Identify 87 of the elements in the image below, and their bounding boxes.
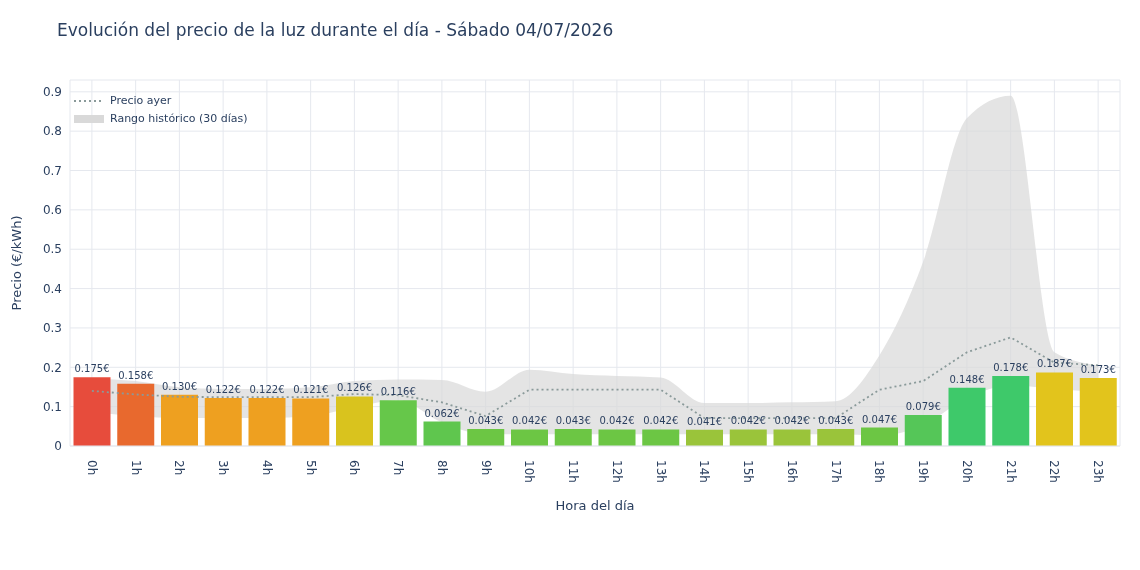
y-tick-label: 0.4: [42, 281, 62, 296]
data-label: 0.043€: [555, 415, 591, 427]
bar: [948, 387, 986, 446]
x-tick-label: 1h: [128, 460, 143, 476]
data-label: 0.042€: [512, 415, 547, 427]
data-label: 0.079€: [905, 400, 941, 412]
y-tick-label: 0.7: [42, 163, 62, 178]
x-tick-label: 2h: [172, 460, 187, 476]
bar: [642, 429, 680, 446]
legend-label: Precio ayer: [110, 93, 172, 109]
data-label: 0.116€: [380, 386, 416, 398]
x-tick-label: 8h: [434, 460, 449, 476]
bar: [423, 421, 461, 446]
data-label: 0.043€: [818, 415, 854, 427]
legend-label: Rango histórico (30 días): [110, 111, 248, 127]
bar: [773, 429, 811, 446]
y-tick-label: 0.2: [42, 360, 62, 375]
data-label: 0.126€: [337, 382, 372, 394]
x-tick-label: 20h: [959, 460, 974, 483]
data-label: 0.175€: [74, 363, 110, 375]
x-tick-label: 6h: [347, 460, 362, 476]
data-label: 0.158€: [118, 369, 154, 381]
x-tick-label: 17h: [828, 460, 843, 483]
bar: [554, 429, 592, 446]
x-tick-label: 12h: [609, 460, 624, 483]
bar: [861, 427, 898, 446]
x-tick-label: 15h: [741, 460, 756, 483]
bar: [598, 429, 636, 446]
data-label: 0.130€: [162, 380, 197, 392]
data-label: 0.187€: [1037, 358, 1072, 370]
data-label: 0.173€: [1080, 363, 1116, 375]
data-label: 0.148€: [949, 373, 985, 385]
y-tick-label: 0.8: [42, 124, 62, 139]
data-label: 0.178€: [993, 361, 1029, 373]
x-tick-label: 10h: [522, 460, 537, 483]
x-tick-label: 3h: [216, 460, 231, 476]
x-tick-label: 4h: [259, 460, 274, 476]
x-tick-label: 21h: [1003, 460, 1018, 483]
bar: [467, 429, 505, 446]
bar: [73, 377, 111, 446]
bar: [379, 400, 417, 446]
y-tick-label: 0.1: [42, 399, 62, 414]
data-label: 0.122€: [205, 383, 241, 395]
data-label: 0.041€: [687, 415, 722, 427]
x-tick-label: 11h: [566, 460, 581, 483]
bar: [904, 414, 942, 446]
x-tick-label: 5h: [303, 460, 318, 476]
x-axis-title: Hora del día: [555, 498, 635, 513]
data-label: 0.042€: [774, 415, 810, 427]
x-tick-label: 14h: [697, 460, 712, 483]
x-tick-label: 9h: [478, 460, 493, 476]
bar: [992, 375, 1030, 446]
y-tick-label: 0.6: [42, 203, 62, 218]
x-tick-label: 7h: [391, 460, 406, 476]
x-tick-label: 23h: [1091, 460, 1106, 483]
x-tick-label: 13h: [653, 460, 668, 483]
y-tick-label: 0.5: [42, 242, 62, 257]
chart-title: Evolución del precio de la luz durante el día - Sábado 04/07/2026: [57, 20, 614, 40]
y-tick-label: 0: [54, 439, 62, 454]
bar: [686, 429, 723, 446]
x-tick-label: 19h: [916, 460, 931, 483]
data-label: 0.042€: [599, 415, 635, 427]
y-tick-label: 0.3: [42, 321, 62, 336]
data-label: 0.122€: [249, 383, 285, 395]
x-tick-label: 16h: [784, 460, 799, 483]
x-tick-label: 18h: [872, 460, 887, 483]
data-label: 0.121€: [293, 384, 329, 396]
data-label: 0.042€: [643, 415, 679, 427]
data-label: 0.062€: [424, 407, 460, 419]
x-tick-label: 0h: [84, 460, 99, 476]
bar: [511, 429, 548, 446]
bar: [204, 397, 242, 446]
bar: [161, 394, 198, 446]
bar: [817, 429, 855, 446]
x-tick-label: 22h: [1047, 460, 1062, 483]
bar: [117, 383, 155, 446]
data-label: 0.043€: [468, 415, 504, 427]
bar: [729, 429, 767, 446]
data-label: 0.047€: [862, 413, 897, 425]
data-label: 0.042€: [730, 415, 766, 427]
bar: [336, 396, 373, 446]
bar: [1079, 377, 1117, 446]
y-axis-title: Precio (€/kWh): [8, 215, 24, 311]
y-tick-label: 0.9: [42, 85, 62, 100]
bar: [1036, 372, 1073, 446]
bar: [292, 398, 330, 446]
bar: [248, 397, 286, 446]
